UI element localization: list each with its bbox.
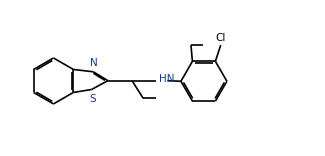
Text: Cl: Cl: [215, 33, 226, 43]
Text: N: N: [90, 58, 97, 68]
Text: HN: HN: [159, 74, 174, 84]
Text: S: S: [89, 94, 96, 104]
